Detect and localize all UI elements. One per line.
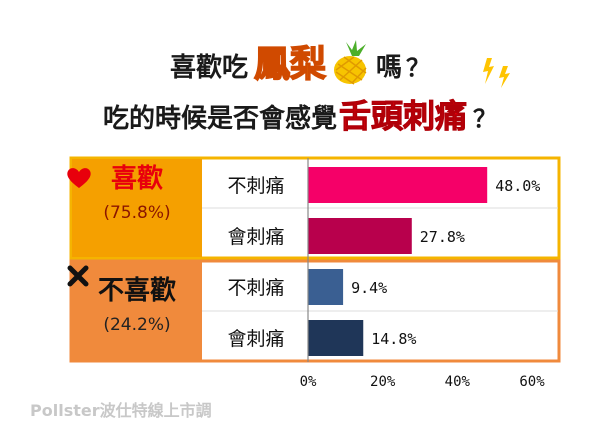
group-fill-dislike <box>72 262 202 360</box>
x-tick-label: 40% <box>445 374 471 390</box>
x-tick-label: 0% <box>300 374 317 390</box>
data-label: 27.8% <box>420 228 465 246</box>
title-line2-prefix: 吃的時候是否會感覺 <box>102 104 337 134</box>
title-line-2: 吃的時候是否會感覺舌頭刺痛？ <box>0 96 600 139</box>
x-tick-label: 20% <box>370 374 396 390</box>
data-label: 48.0% <box>495 177 540 195</box>
bar <box>308 320 364 356</box>
x-tick-label: 60% <box>519 374 545 390</box>
group-frame-like <box>69 156 561 260</box>
title-line1-qmark: ？ <box>406 54 431 82</box>
group-label-like: 喜歡 (75.8%) <box>72 163 202 225</box>
group-name-like: 喜歡 <box>110 164 163 194</box>
title-line-1: 喜歡吃 鳳梨 嗎？ <box>0 40 600 88</box>
group-fill-like <box>72 159 202 257</box>
category-label: 會刺痛 <box>227 226 284 248</box>
bar <box>308 269 344 305</box>
title-highlight-tongue: 舌頭刺痛 <box>338 97 468 136</box>
watermark: Pollster波仕特線上市調 <box>30 401 212 420</box>
category-label: 會刺痛 <box>227 328 284 350</box>
cross-icon <box>67 265 89 287</box>
group-share-dislike: (24.2%) <box>103 315 171 335</box>
title-line2-qmark: ？ <box>473 105 498 133</box>
category-label: 不刺痛 <box>227 175 284 197</box>
group-name-dislike: 不喜歡 <box>97 276 176 306</box>
data-label: 14.8% <box>371 330 416 348</box>
category-label: 不刺痛 <box>227 277 284 299</box>
bar <box>308 218 412 254</box>
group-label-dislike: 不喜歡 (24.2%) <box>72 265 202 337</box>
title-line1-suffix: 嗎 <box>376 53 403 83</box>
pineapple-icon <box>334 40 367 85</box>
data-label: 9.4% <box>351 279 387 297</box>
title-highlight-pineapple: 鳳梨 <box>253 44 327 86</box>
group-frame-dislike <box>69 259 561 363</box>
group-share-like: (75.8%) <box>103 203 171 223</box>
bar <box>308 167 488 203</box>
title-line1-prefix: 喜歡吃 <box>169 53 248 83</box>
lightning-icon <box>483 58 510 88</box>
heart-icon <box>67 168 91 188</box>
